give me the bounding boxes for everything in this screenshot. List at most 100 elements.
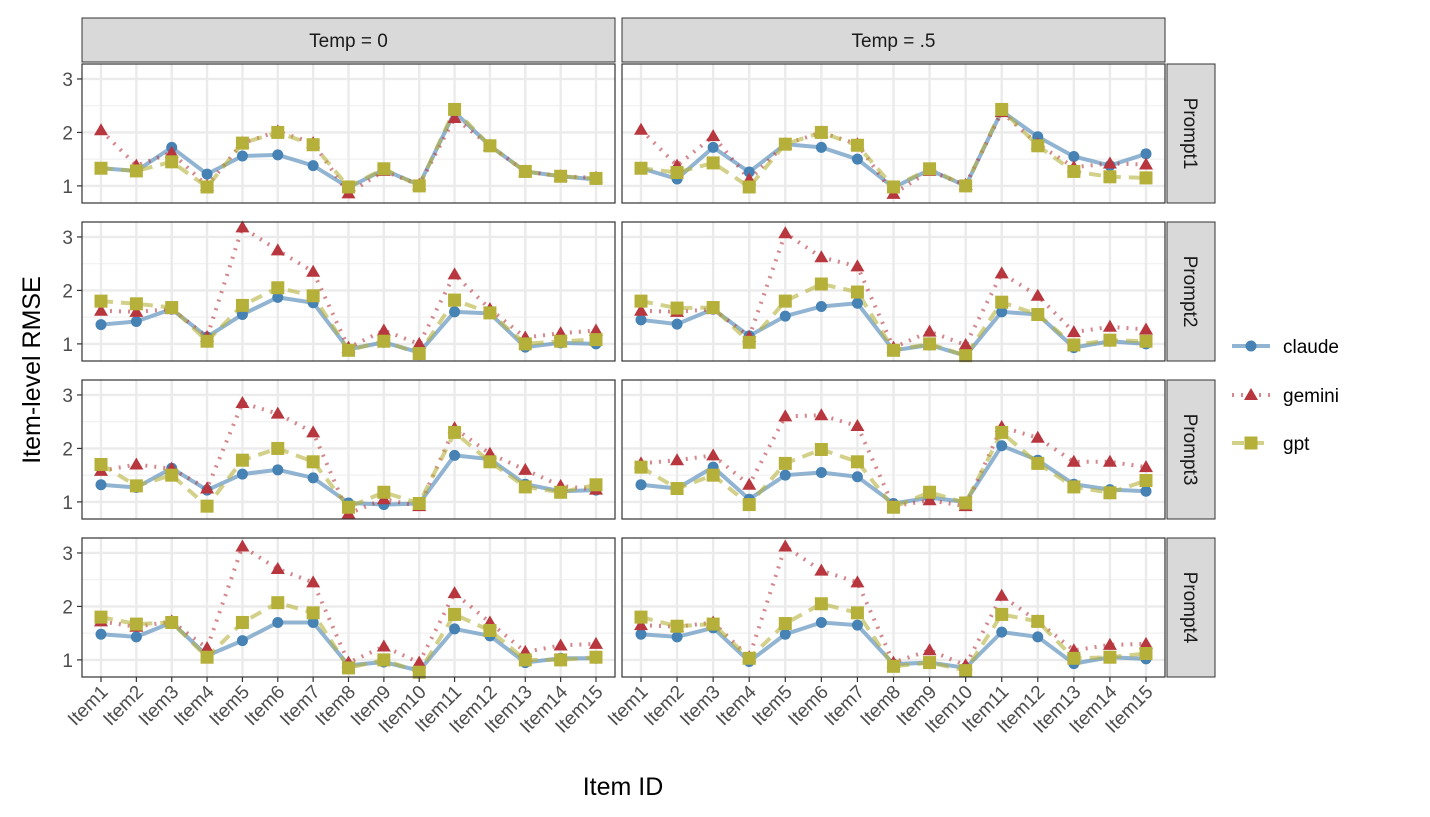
data-point-gpt — [483, 455, 497, 469]
data-point-gpt — [1139, 171, 1153, 185]
facet-strip-label: Prompt1 — [1179, 98, 1200, 170]
data-point-gemini — [814, 408, 829, 421]
data-point-claude — [635, 628, 647, 640]
y-tick-label: 3 — [62, 228, 73, 249]
data-point-gemini — [922, 643, 937, 656]
data-point-gemini — [270, 243, 285, 256]
data-point-gemini — [412, 336, 427, 349]
x-tick-label: Item1 — [604, 682, 652, 730]
data-point-gpt — [850, 606, 864, 620]
data-point-gpt — [165, 301, 179, 315]
panel-border — [621, 379, 1166, 520]
x-tick-label: Item2 — [99, 682, 147, 730]
data-point-gpt — [742, 180, 756, 194]
data-point-gpt — [1031, 456, 1045, 470]
data-point-gemini — [518, 462, 533, 475]
data-point-gemini — [634, 303, 648, 316]
data-point-gemini — [553, 638, 568, 651]
legend-item-gemini: gemini — [1232, 386, 1339, 407]
data-point-gpt — [306, 455, 320, 469]
data-point-claude — [272, 149, 284, 161]
y-tick-label: 1 — [62, 335, 73, 356]
data-point-gemini — [1102, 319, 1117, 332]
data-point-gpt — [412, 665, 426, 679]
x-tick-label: Item8 — [857, 682, 905, 730]
facet-strip-row — [1166, 537, 1216, 678]
data-point-claude — [851, 297, 863, 309]
data-point-gpt — [995, 102, 1009, 116]
data-point-gpt — [483, 623, 497, 637]
data-point-gpt — [1103, 170, 1117, 184]
legend-item-claude: claude — [1232, 337, 1339, 358]
x-tick-label: Item1 — [64, 682, 112, 730]
data-point-gpt — [1139, 474, 1153, 488]
y-tick-label: 3 — [62, 386, 73, 407]
data-point-claude — [996, 306, 1008, 318]
x-tick-label: Item5 — [206, 682, 254, 730]
data-point-claude — [236, 150, 248, 162]
x-tick-label: Item5 — [748, 682, 796, 730]
data-point-claude — [272, 291, 284, 303]
data-point-gpt — [377, 334, 391, 348]
data-point-gpt — [271, 596, 285, 610]
data-point-gpt — [706, 468, 720, 482]
data-point-gemini — [412, 655, 427, 668]
data-point-gpt — [200, 499, 214, 513]
data-point-gpt — [1103, 650, 1117, 664]
data-point-gpt — [518, 653, 532, 667]
data-point-gemini — [200, 641, 215, 654]
facet-strip-label: Temp = 0 — [309, 31, 388, 52]
data-point-claude — [851, 619, 863, 631]
data-point-claude — [779, 310, 791, 322]
data-point-gpt — [670, 619, 684, 633]
data-point-claude — [996, 626, 1008, 638]
data-point-gpt — [271, 281, 285, 295]
data-point-gpt — [634, 161, 648, 175]
data-point-gpt — [995, 607, 1009, 621]
data-point-gemini — [1030, 288, 1045, 301]
data-point-gpt — [1103, 486, 1117, 500]
data-point-gpt — [670, 166, 684, 180]
data-point-gemini — [306, 264, 321, 277]
facet-strip-row — [1166, 221, 1216, 362]
data-point-gemini — [376, 323, 391, 336]
data-point-gpt — [342, 343, 355, 357]
data-point-claude — [130, 315, 142, 327]
data-point-gpt — [1103, 333, 1117, 347]
y-tick-label: 3 — [62, 544, 73, 565]
data-point-gemini — [1102, 454, 1117, 467]
data-point-gpt — [1139, 334, 1153, 348]
data-point-gpt — [412, 179, 426, 193]
x-tick-label: Item4 — [712, 681, 761, 730]
data-point-gpt — [706, 156, 720, 170]
data-point-claude — [1068, 150, 1080, 162]
data-point-claude — [236, 635, 248, 647]
y-tick-label: 1 — [62, 493, 73, 514]
data-point-gemini — [94, 303, 108, 316]
data-point-gemini — [814, 563, 829, 576]
data-point-gpt — [377, 653, 391, 667]
legend-label: gemini — [1283, 386, 1339, 407]
data-point-gpt — [271, 441, 285, 455]
data-point-gpt — [589, 650, 603, 664]
facet-panel — [81, 220, 616, 362]
data-point-claude — [671, 318, 683, 330]
facet-strip-column — [81, 17, 616, 63]
y-tick-label: 2 — [62, 281, 73, 302]
data-point-gpt — [923, 656, 937, 670]
data-point-gpt — [1067, 164, 1081, 178]
facet-strip-label: Temp = .5 — [852, 31, 936, 52]
data-point-gemini — [742, 477, 757, 490]
data-point-gpt — [1139, 646, 1153, 660]
data-point-gpt — [887, 343, 900, 357]
data-point-gpt — [778, 137, 792, 151]
data-point-gpt — [129, 297, 143, 311]
data-point-gpt — [306, 289, 320, 303]
data-point-gpt — [306, 138, 320, 152]
data-point-gemini — [129, 457, 144, 470]
data-point-gemini — [235, 539, 250, 552]
data-point-gpt — [483, 139, 497, 153]
data-point-gpt — [165, 468, 179, 482]
data-point-gpt — [165, 155, 179, 169]
data-point-claude — [1140, 485, 1152, 497]
